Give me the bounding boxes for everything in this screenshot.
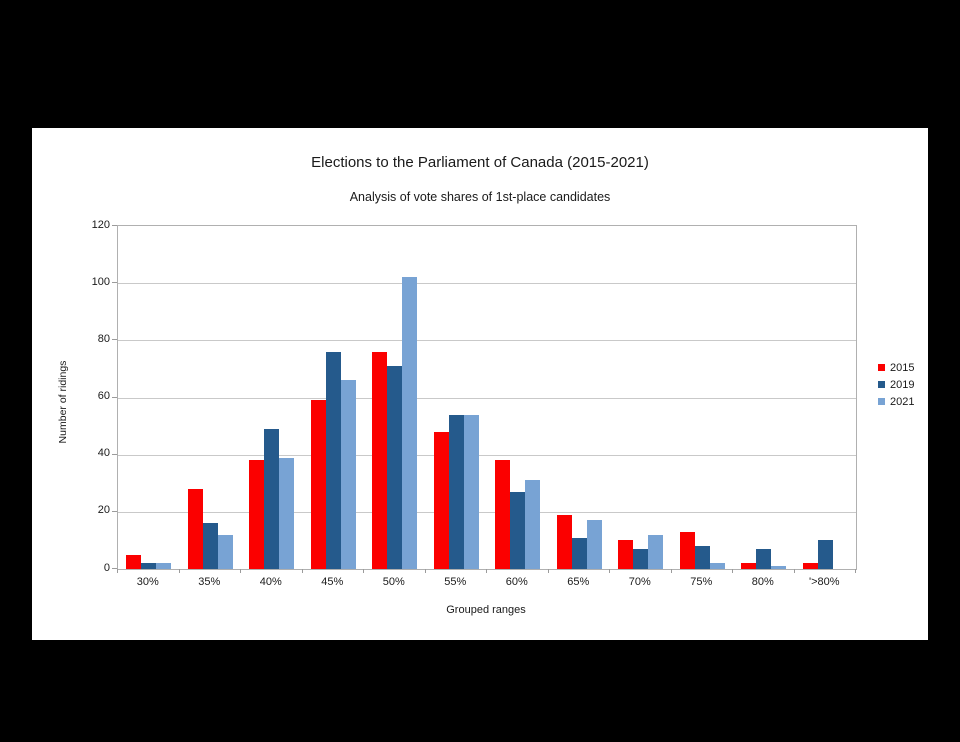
y-tick-mark <box>112 225 117 226</box>
legend-swatch <box>878 398 885 405</box>
x-tick-mark <box>486 569 487 573</box>
y-tick-mark <box>112 339 117 341</box>
x-tick-mark <box>117 569 118 573</box>
x-tick-label: 40% <box>259 576 282 588</box>
x-tick-label: 35% <box>198 576 221 588</box>
bar-2019-30% <box>141 563 156 569</box>
bar-2019-35% <box>202 523 218 569</box>
x-tick-label: 55% <box>444 576 467 588</box>
x-tick-mark <box>363 569 364 573</box>
x-tick-label: 60% <box>505 576 528 588</box>
bar-2019-50% <box>387 366 402 569</box>
x-axis-title: Grouped ranges <box>446 604 526 616</box>
legend-label: 2015 <box>890 361 915 374</box>
x-tick-label: 45% <box>321 576 344 588</box>
bar-2021-80% <box>771 566 786 569</box>
bar-2015-'>80% <box>802 563 818 569</box>
legend-item-2015: 2015 <box>878 359 914 376</box>
bar-2021-35% <box>217 534 233 569</box>
gridline <box>118 397 856 399</box>
x-tick-mark <box>670 569 672 573</box>
bar-2021-30% <box>156 563 171 569</box>
bar-2015-30% <box>126 554 141 569</box>
gridline <box>118 454 856 456</box>
y-tick-label: 100 <box>91 275 110 288</box>
y-tick-label: 40 <box>97 447 110 460</box>
legend-item-2019: 2019 <box>878 376 914 393</box>
bar-2015-75% <box>679 531 695 569</box>
bar-2015-35% <box>187 488 203 569</box>
bar-2015-80% <box>741 563 756 569</box>
y-tick-mark <box>112 510 117 512</box>
y-tick-label: 120 <box>91 218 110 231</box>
plot-area <box>117 225 857 570</box>
bar-2021-40% <box>279 457 294 569</box>
bar-2021-45% <box>340 380 356 569</box>
bar-2015-40% <box>249 460 264 569</box>
bar-2021-70% <box>648 534 663 569</box>
legend-label: 2021 <box>890 395 915 408</box>
chart-title: Elections to the Parliament of Canada (2… <box>311 154 649 171</box>
x-tick-label: 75% <box>690 576 713 588</box>
y-tick-label: 80 <box>97 332 110 345</box>
bar-2015-70% <box>618 540 633 569</box>
y-tick-label: 20 <box>97 504 110 517</box>
gridline <box>118 283 856 285</box>
y-tick-mark <box>112 568 117 569</box>
x-tick-mark <box>855 569 856 573</box>
bar-2015-45% <box>310 400 326 569</box>
x-tick-label: 50% <box>382 576 405 588</box>
bar-2021-60% <box>525 480 540 569</box>
x-tick-mark <box>240 569 241 573</box>
legend-item-2021: 2021 <box>878 393 914 410</box>
bar-2015-65% <box>556 514 572 569</box>
chart-card: Elections to the Parliament of Canada (2… <box>32 128 928 640</box>
bar-2019-55% <box>448 414 464 569</box>
gridline <box>118 511 856 513</box>
bar-2021-50% <box>402 277 417 569</box>
bar-2021-55% <box>463 414 479 569</box>
bar-2015-55% <box>433 431 449 569</box>
x-tick-mark <box>793 569 795 573</box>
bar-2019-80% <box>756 549 771 569</box>
bar-2019-65% <box>571 537 587 569</box>
x-tick-mark <box>301 569 303 573</box>
bar-2015-60% <box>495 460 510 569</box>
x-tick-mark <box>547 569 549 573</box>
chart-subtitle: Analysis of vote shares of 1st-place can… <box>349 190 611 204</box>
x-tick-label: 30% <box>136 576 159 588</box>
bar-2019-75% <box>694 546 710 569</box>
bar-2021-75% <box>709 563 725 569</box>
y-tick-label: 0 <box>103 561 110 574</box>
bar-2019-45% <box>325 351 341 569</box>
y-tick-mark <box>112 396 117 398</box>
x-tick-mark <box>424 569 426 573</box>
y-tick-mark <box>112 453 117 455</box>
gridline <box>118 340 856 342</box>
y-tick-mark <box>112 282 117 284</box>
x-tick-label: 80% <box>751 576 774 588</box>
x-tick-label: '>80% <box>808 576 840 588</box>
bar-2021-65% <box>586 520 602 569</box>
legend-label: 2019 <box>890 378 915 391</box>
bar-2019-70% <box>633 549 648 569</box>
legend-swatch <box>878 381 885 388</box>
bar-2015-50% <box>372 351 387 569</box>
x-tick-mark <box>732 569 733 573</box>
legend: 2015 2019 2021 <box>878 359 914 410</box>
x-tick-label: 70% <box>628 576 651 588</box>
x-tick-mark <box>178 569 180 573</box>
bar-2019-60% <box>510 491 525 569</box>
x-tick-mark <box>609 569 610 573</box>
bar-2019-40% <box>264 428 279 569</box>
bar-2019-'>80% <box>817 540 833 569</box>
x-tick-label: 65% <box>567 576 590 588</box>
legend-swatch <box>878 364 885 371</box>
y-tick-label: 60 <box>97 390 110 402</box>
